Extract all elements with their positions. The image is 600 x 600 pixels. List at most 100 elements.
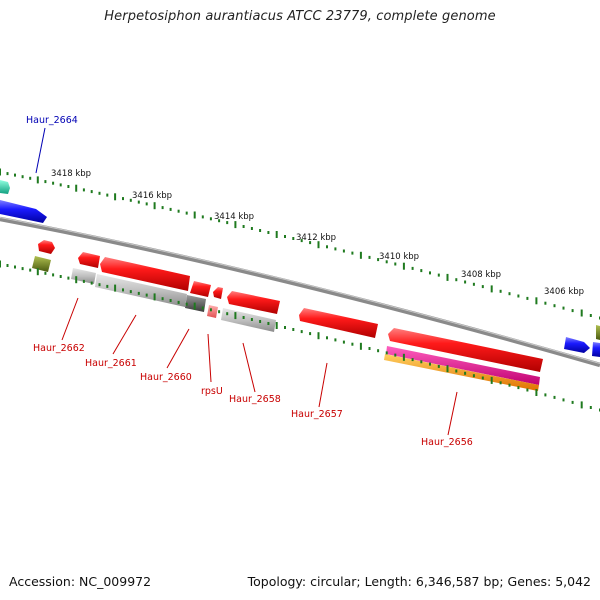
outer-tick-minor: [562, 306, 565, 310]
inner-tick-minor: [259, 320, 262, 323]
inner-tick-minor: [145, 293, 148, 297]
inner-tick-minor: [472, 374, 475, 378]
outer-tick-minor: [368, 255, 371, 259]
outer-tick-major: [193, 211, 196, 219]
outer-tick-minor: [59, 183, 62, 187]
leader-haur-2656: [447, 391, 458, 436]
inner-tick-minor: [526, 388, 529, 392]
outer-tick-major: [234, 221, 237, 229]
gene-red-haur-2662[interactable]: [78, 252, 100, 268]
outer-tick-major: [402, 262, 405, 270]
outer-tick-minor: [14, 173, 16, 177]
outer-tick-minor: [508, 292, 511, 296]
inner-tick-minor: [106, 284, 109, 288]
scale-label-3406: 3406 kbp: [544, 287, 584, 297]
outer-tick-minor: [481, 285, 484, 289]
gene-label-haur-2661[interactable]: Haur_2661: [85, 358, 137, 369]
outer-tick-minor: [544, 301, 547, 305]
accession-text: Accession: NC_009972: [9, 574, 152, 589]
gene-red-haur-2658[interactable]: [227, 291, 280, 314]
inner-tick-minor: [218, 310, 221, 314]
inner-tick-minor: [44, 271, 47, 275]
leader-rpsu: [207, 333, 212, 383]
gene-red-haur-2661[interactable]: [100, 257, 190, 291]
inner-tick-minor: [284, 326, 286, 329]
inner-tick-minor: [177, 300, 180, 304]
inner-tick-minor: [90, 281, 93, 285]
gene-teal-fragment: [0, 180, 10, 194]
outer-tick-minor: [517, 294, 520, 298]
outer-tick-minor: [129, 198, 132, 202]
outer-tick-major: [114, 193, 117, 201]
inner-tick-minor: [267, 322, 270, 325]
gene-blue-haur-2664[interactable]: [0, 200, 47, 223]
outer-tick-minor: [267, 231, 270, 234]
gene-label-haur-2662[interactable]: Haur_2662: [33, 343, 85, 354]
outer-tick-minor: [472, 282, 475, 286]
outer-tick-minor: [169, 207, 172, 211]
inner-tick-minor: [411, 358, 414, 362]
inner-tick-minor: [226, 312, 229, 316]
outer-tick-major: [490, 285, 493, 293]
outer-tick-minor: [122, 197, 124, 201]
gene-label-rpsu[interactable]: rpsU: [201, 386, 223, 397]
inner-tick-major: [535, 389, 538, 396]
outer-tick-minor: [429, 271, 431, 275]
gene-red-haur-2657[interactable]: [299, 308, 378, 338]
outer-tick-major: [36, 176, 39, 184]
inner-tick-minor: [326, 336, 328, 340]
inner-tick-minor: [201, 306, 204, 310]
gene-red-haur-2660[interactable]: [190, 281, 211, 297]
outer-tick-minor: [342, 249, 345, 253]
leader-haur-2657: [318, 362, 328, 408]
inner-tick-minor: [342, 340, 345, 344]
feature-gray-2: [95, 274, 187, 307]
outer-tick-minor: [411, 266, 414, 270]
inner-tick-major: [402, 353, 405, 361]
feature-magenta: [386, 346, 540, 385]
gene-label-haur-2658[interactable]: Haur_2658: [229, 394, 281, 405]
inner-tick-major: [75, 276, 78, 284]
inner-tick-minor: [368, 347, 371, 350]
inner-scale-ticks: [0, 260, 600, 412]
gene-label-haur-2657[interactable]: Haur_2657: [291, 409, 343, 420]
outer-tick-minor: [300, 239, 303, 243]
outer-tick-minor: [589, 314, 592, 317]
gene-label-haur-2656[interactable]: Haur_2656: [421, 437, 473, 448]
gene-label-haur-2660[interactable]: Haur_2660: [140, 372, 192, 383]
outer-tick-minor: [218, 219, 221, 223]
scale-label-3416: 3416 kbp: [132, 191, 172, 201]
inner-tick-minor: [14, 265, 16, 269]
feature-pink: [207, 305, 218, 318]
inner-tick-major: [153, 293, 156, 301]
outer-tick-minor: [29, 176, 32, 180]
outer-tick-minor: [6, 172, 9, 176]
inner-tick-minor: [385, 351, 388, 355]
inner-tick-major: [36, 268, 39, 276]
outer-tick-major: [0, 168, 1, 176]
inner-tick-minor: [508, 383, 511, 387]
outer-tick-minor: [526, 296, 529, 300]
inner-tick-minor: [292, 328, 295, 331]
gene-olive-left: [32, 256, 51, 272]
outer-tick-minor: [21, 175, 24, 179]
inner-tick-minor: [161, 297, 164, 301]
outer-tick-minor: [242, 225, 245, 228]
outer-tick-major: [317, 241, 320, 249]
gene-label-haur-2664[interactable]: Haur_2664: [26, 115, 78, 126]
feature-gray-1: [71, 268, 96, 284]
gene-red-rpsu[interactable]: [213, 287, 223, 299]
outer-tick-minor: [145, 202, 148, 206]
outer-tick-major: [535, 297, 538, 305]
outer-tick-minor: [209, 217, 212, 221]
outer-tick-major: [275, 231, 278, 238]
gene-red-haur-2656[interactable]: [388, 328, 543, 372]
outer-tick-minor: [250, 227, 253, 230]
inner-tick-minor: [394, 353, 397, 357]
scale-label-3412: 3412 kbp: [296, 233, 336, 243]
inner-tick-major: [490, 376, 493, 384]
inner-tick-major: [317, 332, 320, 340]
inner-tick-minor: [67, 276, 70, 280]
